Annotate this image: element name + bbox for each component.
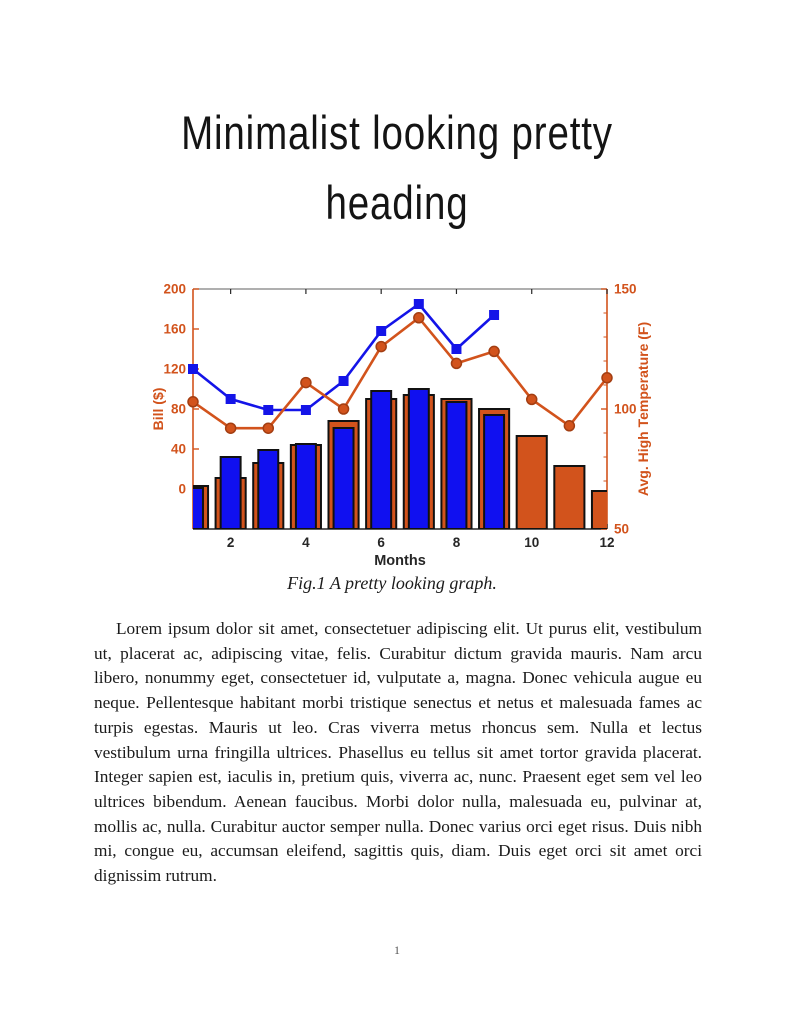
svg-text:6: 6 <box>377 535 385 550</box>
svg-text:10: 10 <box>524 535 539 550</box>
x-axis-label: Months <box>374 553 426 569</box>
figure-caption: Fig.1 A pretty looking graph. <box>287 573 497 593</box>
body-paragraph: Lorem ipsum dolor sit amet, consectetuer… <box>94 619 702 886</box>
page-title-line-2: heading <box>325 176 469 229</box>
svg-text:50: 50 <box>614 522 629 537</box>
svg-text:100: 100 <box>614 402 637 417</box>
right-axis: 50 100 150 Avg. High Temperature (F) <box>601 282 651 537</box>
svg-text:160: 160 <box>163 322 186 337</box>
chart: 0 40 80 120 160 200 Bill ($) 50 100 150 Avg. High … <box>150 282 651 570</box>
svg-text:12: 12 <box>599 535 614 550</box>
page-title-line-1: Minimalist looking pretty <box>181 106 613 159</box>
bill-bars-series <box>193 388 506 529</box>
svg-text:40: 40 <box>171 442 186 457</box>
page-number: 1 <box>394 943 400 957</box>
page-title: Minimalist looking pretty heading <box>71 98 722 238</box>
svg-text:0: 0 <box>178 482 186 497</box>
svg-text:4: 4 <box>302 535 310 550</box>
figure: 0 40 80 120 160 200 Bill ($) 50 100 150 Avg. High … <box>148 277 668 594</box>
svg-text:2: 2 <box>227 535 235 550</box>
svg-text:80: 80 <box>171 402 186 417</box>
svg-text:200: 200 <box>163 282 186 297</box>
svg-text:8: 8 <box>453 535 461 550</box>
svg-text:150: 150 <box>614 282 637 297</box>
right-axis-label: Avg. High Temperature (F) <box>635 322 651 496</box>
left-axis: 0 40 80 120 160 200 Bill ($) <box>150 282 199 497</box>
bill-line-series <box>188 299 500 415</box>
svg-text:120: 120 <box>163 362 186 377</box>
temperature-line-series <box>187 312 613 434</box>
left-axis-label: Bill ($) <box>150 388 166 431</box>
